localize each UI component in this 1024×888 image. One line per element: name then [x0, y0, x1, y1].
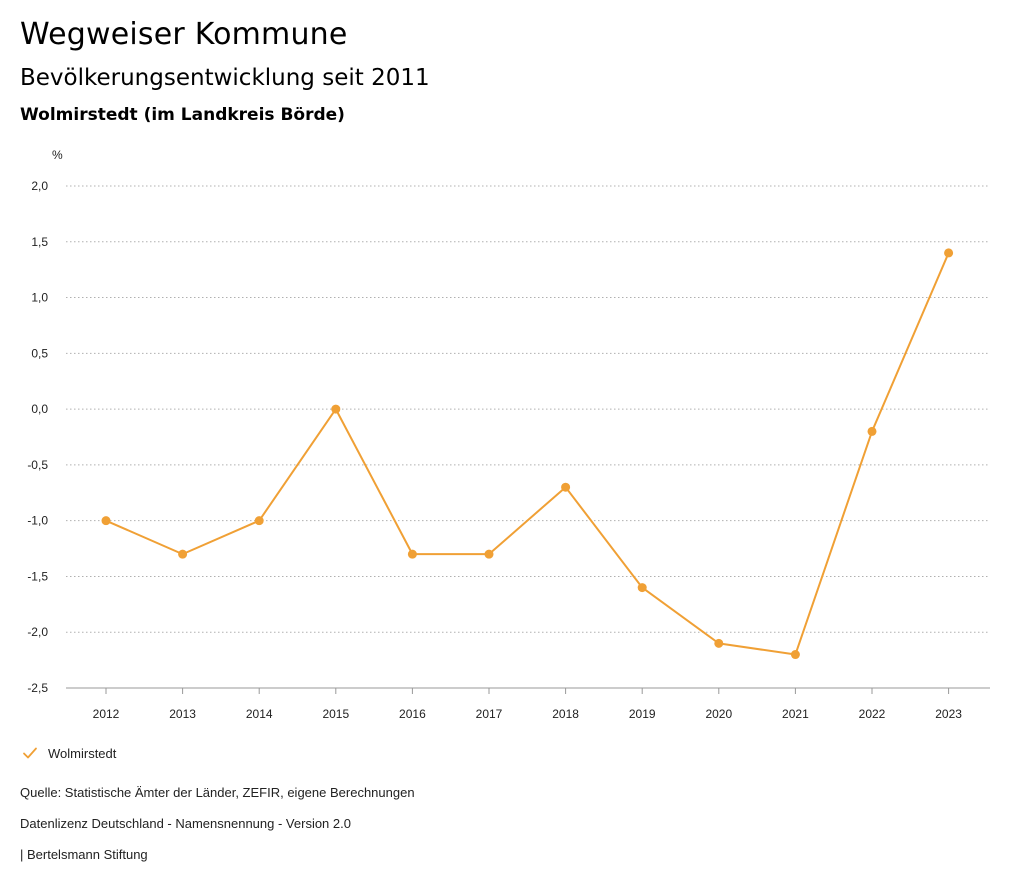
x-tick-label: 2019 — [629, 707, 656, 721]
x-tick-label: 2022 — [859, 707, 886, 721]
legend[interactable]: Wolmirstedt — [22, 745, 116, 761]
series-line-wolmirstedt — [105, 252, 950, 656]
data-point[interactable] — [867, 426, 877, 436]
data-point[interactable] — [254, 516, 264, 526]
y-tick-label: 1,0 — [31, 291, 48, 305]
page-title: Wegweiser Kommune — [20, 17, 348, 52]
license-note: Datenlizenz Deutschland - Namensnennung … — [20, 816, 351, 831]
data-point[interactable] — [944, 248, 954, 258]
checkmark-icon — [23, 747, 37, 759]
grid-layer — [66, 185, 990, 689]
x-tick-label: 2012 — [93, 707, 120, 721]
y-tick-label: 2,0 — [31, 179, 48, 193]
data-point[interactable] — [790, 650, 800, 660]
y-tick-label: -1,5 — [27, 569, 48, 583]
data-point[interactable] — [637, 583, 647, 593]
y-tick-label: -2,5 — [27, 681, 48, 695]
y-tick-label: -1,0 — [27, 514, 48, 528]
y-tick-label: -0,5 — [27, 458, 48, 472]
data-point[interactable] — [561, 482, 571, 492]
region-name: Wolmirstedt (im Landkreis Börde) — [20, 105, 345, 125]
x-tick-label: 2014 — [246, 707, 273, 721]
data-point[interactable] — [714, 638, 724, 648]
y-tick-label: 0,5 — [31, 346, 48, 360]
x-tick-label: 2013 — [169, 707, 196, 721]
chart-subtitle: Bevölkerungsentwicklung seit 2011 — [20, 65, 430, 91]
legend-label: Wolmirstedt — [48, 745, 117, 761]
source-note: Quelle: Statistische Ämter der Länder, Z… — [20, 785, 415, 800]
credit-note: | Bertelsmann Stiftung — [20, 847, 148, 862]
x-tick-label: 2020 — [705, 707, 732, 721]
axis-layer: % 2,0 1,5 1,0 0,5 0,0 -0,5 -1,0 -1,5 -2,0 -2,5 2012… — [27, 148, 990, 721]
y-tick-label: -2,0 — [27, 625, 48, 639]
data-point[interactable] — [101, 516, 111, 526]
x-tick-label: 2018 — [552, 707, 579, 721]
data-point[interactable] — [331, 404, 341, 414]
y-axis-unit: % — [52, 148, 63, 162]
x-tick-label: 2021 — [782, 707, 809, 721]
x-tick-label: 2016 — [399, 707, 426, 721]
y-tick-label: 0,0 — [31, 402, 48, 416]
x-tick-label: 2015 — [322, 707, 349, 721]
x-tick-label: 2023 — [935, 707, 962, 721]
data-point[interactable] — [178, 549, 188, 559]
y-tick-label: 1,5 — [31, 235, 48, 249]
x-tick-label: 2017 — [476, 707, 503, 721]
series-layer — [101, 248, 954, 660]
data-point[interactable] — [484, 549, 494, 559]
data-point[interactable] — [407, 549, 417, 559]
